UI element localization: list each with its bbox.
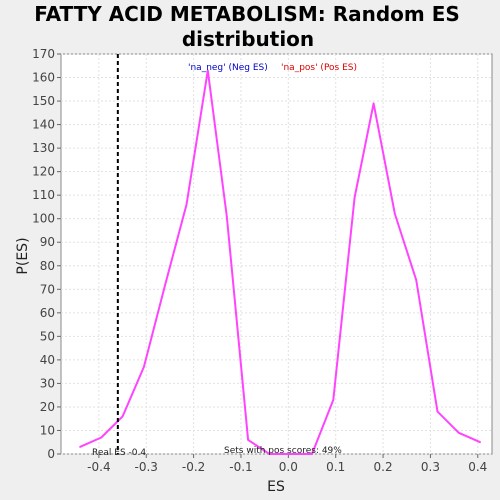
data-point <box>436 410 439 413</box>
data-point <box>79 446 81 448</box>
y-tick-label: 150 <box>32 94 55 108</box>
data-point <box>289 453 292 455</box>
plot-area <box>60 53 493 455</box>
data-point <box>458 432 460 434</box>
grid-lines <box>61 53 492 455</box>
y-tick-label: 50 <box>40 329 55 343</box>
data-point <box>479 441 481 444</box>
x-tick-label: -0.2 <box>182 460 205 474</box>
x-tick-label: -0.1 <box>229 460 252 474</box>
real-es-annotation: Real ES -0.4 <box>92 448 146 458</box>
y-tick-label: 120 <box>32 165 55 179</box>
chart-title-line2: distribution <box>182 27 314 51</box>
data-point <box>143 366 145 368</box>
x-tick-label: 0.3 <box>421 460 440 474</box>
y-tick-label: 130 <box>32 141 55 155</box>
y-axis-label: P(ES) <box>15 237 31 274</box>
data-point <box>268 453 271 455</box>
x-tick-label: 0.1 <box>326 460 345 474</box>
data-point <box>100 436 103 439</box>
legend-pos-label: 'na_pos' (Pos ES) <box>281 63 357 73</box>
data-point <box>372 102 375 105</box>
x-tick-label: -0.4 <box>87 460 110 474</box>
y-tick-label: 0 <box>47 447 55 461</box>
y-tick-label: 100 <box>32 212 55 226</box>
legend-neg-label: 'na_neg' (Neg ES) <box>188 63 268 73</box>
data-point <box>121 415 124 418</box>
x-axis-ticks: -0.4 -0.3 -0.2 -0.1 0.0 0.1 0.2 0.3 0.4 <box>87 454 487 474</box>
y-tick-label: 30 <box>40 376 55 390</box>
data-point <box>415 279 418 281</box>
y-tick-label: 20 <box>40 400 55 414</box>
x-tick-label: 0.0 <box>279 460 298 474</box>
x-tick-label: 0.4 <box>468 460 487 474</box>
y-tick-label: 140 <box>32 118 55 132</box>
y-tick-label: 40 <box>40 353 55 367</box>
data-point <box>185 203 188 206</box>
y-tick-label: 80 <box>40 259 55 273</box>
data-point <box>394 213 396 215</box>
x-tick-label: 0.2 <box>374 460 393 474</box>
data-point <box>311 453 313 455</box>
data-point <box>225 215 228 218</box>
y-tick-label: 160 <box>32 71 55 85</box>
data-point <box>164 283 166 286</box>
x-axis-label: ES <box>267 479 285 495</box>
series-line <box>79 69 481 455</box>
y-tick-label: 90 <box>40 235 55 249</box>
chart-title-line1: FATTY ACID METABOLISM: Random ES <box>34 2 460 26</box>
y-axis-ticks: 0 10 20 30 40 50 60 70 80 90 100 110 120 130 140 150 160… <box>32 47 61 461</box>
data-point <box>332 399 335 401</box>
data-point <box>207 69 209 72</box>
data-point <box>247 439 249 441</box>
sets-pos-annotation: Sets with pos scores: 49% <box>224 446 342 456</box>
y-tick-label: 10 <box>40 423 55 437</box>
y-tick-label: 60 <box>40 306 55 320</box>
y-tick-label: 70 <box>40 282 55 296</box>
x-tick-label: -0.3 <box>135 460 158 474</box>
y-tick-label: 110 <box>32 188 55 202</box>
series-layer <box>79 69 481 455</box>
data-point <box>353 196 356 199</box>
y-tick-label: 170 <box>32 47 55 61</box>
